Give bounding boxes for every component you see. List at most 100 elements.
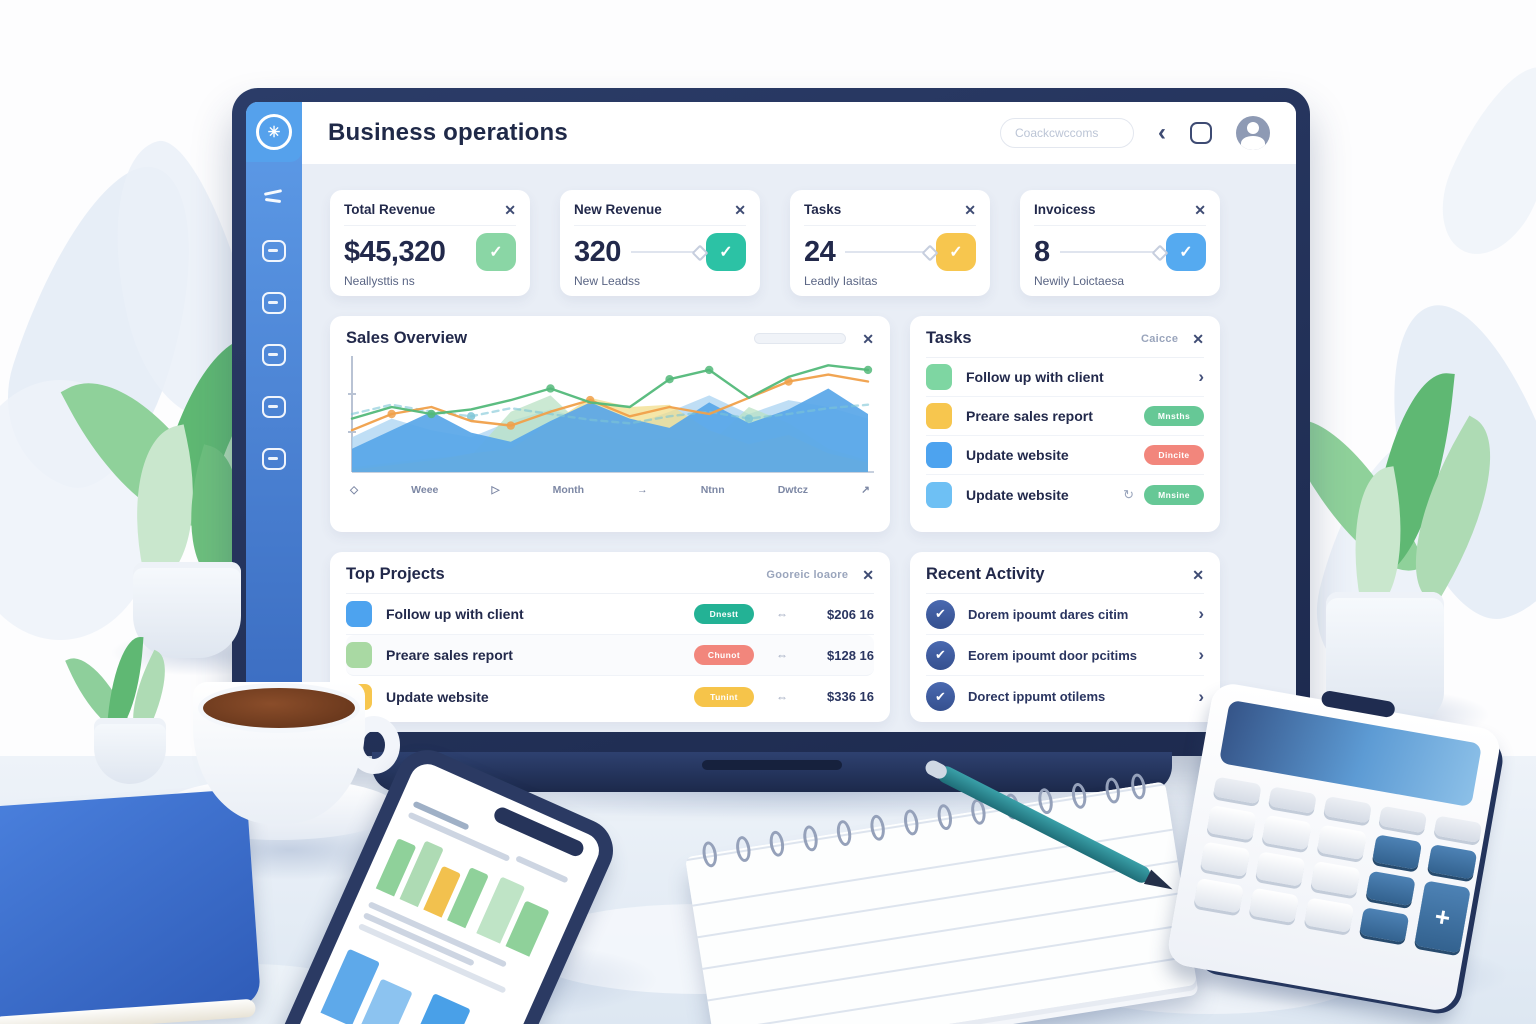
plant-pot — [94, 718, 166, 784]
project-label: Follow up with client — [386, 606, 524, 622]
chevron-right-icon[interactable]: › — [1198, 645, 1204, 664]
nav-chat-icon[interactable] — [262, 240, 286, 262]
panel-action[interactable]: Gooreic loaore — [766, 568, 849, 581]
book — [0, 788, 262, 1024]
transfer-icon: ⇔ — [776, 648, 788, 662]
page-title: Business operations — [328, 119, 568, 146]
sales-chart — [348, 356, 874, 473]
stat-card-tasks: Tasks ✕ 24 ✓ Leadly Iasitas — [790, 190, 990, 296]
close-icon[interactable]: ✕ — [504, 201, 516, 218]
plant-pot — [133, 562, 241, 658]
x-tick: Month — [552, 484, 585, 496]
close-icon[interactable]: ✕ — [1192, 566, 1204, 583]
status-badge: Chunot — [694, 645, 754, 665]
card-subtext: Leadly Iasitas — [804, 274, 878, 288]
card-title: Invoicess — [1034, 202, 1096, 217]
nav-menu-icon[interactable] — [262, 188, 286, 210]
app-logo-icon: ✳ — [256, 114, 292, 150]
activity-check-icon: ✔ — [926, 682, 955, 711]
avatar[interactable] — [1236, 116, 1270, 150]
project-row[interactable]: Follow up with client Dnestt ⇔ $206 16 — [346, 594, 874, 635]
close-icon[interactable]: ✕ — [964, 201, 976, 218]
chevron-right-icon[interactable]: › — [1198, 686, 1204, 706]
card-subtext: New Leadss — [574, 274, 641, 288]
check-badge-icon: ✓ — [1166, 233, 1206, 271]
project-label: Preare sales report — [386, 647, 513, 663]
activity-check-icon: ✔ — [926, 599, 955, 629]
chevron-right-icon[interactable]: › — [1198, 604, 1204, 623]
logo-tile[interactable]: ✳ — [246, 102, 302, 162]
panel-action[interactable]: Caicce — [1140, 332, 1179, 345]
x-tick: Ntnn — [700, 484, 725, 496]
calculator-plus-key: + — [1414, 880, 1471, 954]
close-icon[interactable]: ✕ — [1192, 330, 1204, 347]
nav-check-square-icon[interactable] — [262, 292, 286, 314]
card-title: Tasks — [804, 202, 842, 217]
check-badge-icon: ✓ — [476, 233, 516, 271]
close-icon[interactable]: ✕ — [734, 201, 746, 218]
project-row[interactable]: Update website Tunint ⇔ $336 16 — [346, 676, 874, 717]
activity-row[interactable]: ✔ Dorem ipoumt dares citim › — [926, 594, 1204, 635]
message-icon[interactable] — [1190, 122, 1212, 144]
task-row[interactable]: Update website Dincite — [926, 436, 1204, 475]
status-badge: Dincite — [1144, 445, 1204, 465]
back-chevron-icon[interactable]: ‹ — [1158, 119, 1166, 146]
task-label: Preare sales report — [966, 408, 1093, 424]
x-tick: Dwtcz — [777, 484, 809, 496]
calculator: + — [1165, 680, 1503, 1014]
search-input[interactable] — [1000, 118, 1134, 148]
project-color-icon — [346, 642, 372, 668]
transfer-icon: ⇔ — [776, 607, 788, 621]
card-value: 8 — [1034, 235, 1050, 268]
tasks-panel: Tasks Caicce ✕ Follow up with client › — [910, 316, 1220, 532]
project-amount: $128 16 — [827, 647, 874, 663]
task-label: Update website — [966, 486, 1069, 503]
transfer-icon: ⇔ — [776, 689, 788, 704]
panel-title: Recent Activity — [926, 565, 1045, 583]
panel-title: Sales Overview — [346, 329, 468, 347]
close-icon[interactable]: ✕ — [1194, 201, 1206, 218]
range-slider[interactable] — [754, 333, 847, 344]
activity-check-icon: ✔ — [926, 640, 955, 670]
activity-row[interactable]: ✔ Eorem ipoumt door pcitims › — [926, 635, 1204, 676]
task-row[interactable]: Preare sales report Mnsths — [926, 397, 1204, 436]
dashboard-content: Total Revenue ✕ $45,320 ✓ Neallysttis ns — [302, 164, 1296, 732]
project-row[interactable]: Preare sales report Chunot ⇔ $128 16 — [346, 635, 874, 676]
refresh-icon[interactable]: ↻ — [1123, 486, 1134, 502]
x-tick: → — [637, 484, 648, 496]
status-badge: Mnsine — [1144, 484, 1204, 505]
card-subtext: Newily Loictaesa — [1034, 274, 1125, 288]
project-amount: $206 16 — [827, 606, 874, 622]
task-row[interactable]: Follow up with client › — [926, 358, 1204, 397]
panel-title: Top Projects — [346, 565, 445, 583]
chevron-right-icon[interactable]: › — [1198, 367, 1204, 386]
check-badge-icon: ✓ — [706, 233, 746, 271]
project-amount: $336 16 — [827, 689, 874, 704]
close-icon[interactable]: ✕ — [862, 566, 874, 583]
task-row[interactable]: Update website ↻ Mnsine — [926, 475, 1204, 514]
trend-arrow-icon — [630, 251, 700, 253]
nav-clock-icon[interactable] — [262, 396, 286, 418]
dashboard-app: ✳ Business operations ‹ — [246, 102, 1296, 732]
panel-title: Tasks — [926, 329, 972, 347]
nav-briefcase-icon[interactable] — [262, 344, 286, 366]
bg-leaf — [1423, 50, 1536, 270]
card-value: $45,320 — [344, 235, 446, 268]
task-color-icon — [926, 481, 952, 508]
task-label: Follow up with client — [966, 369, 1104, 385]
chart-x-axis: ◇ Weee ▷ Month → Ntnn Dwtcz ↗ — [346, 481, 874, 496]
status-badge: Mnsths — [1144, 406, 1204, 426]
task-color-icon — [926, 364, 952, 390]
activity-row[interactable]: ✔ Dorect ippumt otilems › — [926, 676, 1204, 717]
stat-card-invoices: Invoicess ✕ 8 ✓ Newily Loictaesa — [1020, 190, 1220, 296]
close-icon[interactable]: ✕ — [862, 330, 874, 347]
check-badge-icon: ✓ — [936, 233, 976, 271]
sidebar: ✳ — [246, 102, 302, 732]
card-title: New Revenue — [574, 202, 662, 217]
nav-user-icon[interactable] — [262, 448, 286, 470]
recent-activity-panel: Recent Activity ✕ ✔ Dorem ipoumt dares c… — [910, 552, 1220, 722]
stat-card-total-revenue: Total Revenue ✕ $45,320 ✓ Neallysttis ns — [330, 190, 530, 296]
app-header: Business operations ‹ — [302, 102, 1296, 164]
task-color-icon — [926, 403, 952, 429]
